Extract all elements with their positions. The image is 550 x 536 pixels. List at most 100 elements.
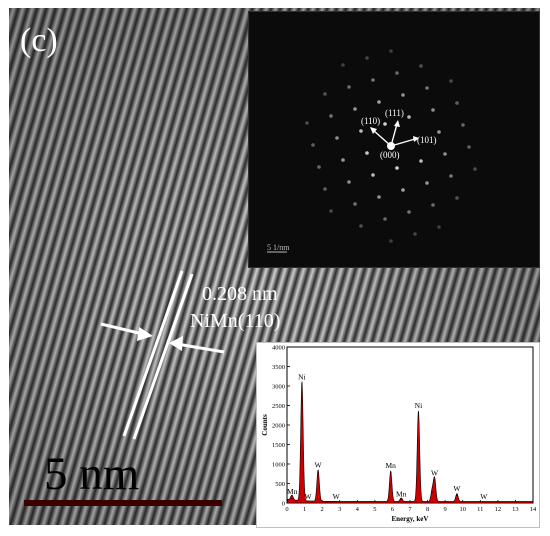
- diffraction-spot: [413, 232, 417, 236]
- plot-frame: [286, 346, 534, 504]
- diffraction-spot: [317, 165, 321, 169]
- diffraction-spot: [311, 143, 315, 147]
- diffraction-spot: [377, 100, 381, 104]
- y-tick-label: 3500: [272, 364, 285, 371]
- diffraction-spot: [407, 210, 411, 214]
- d-spacing-label: 0.208 nm: [202, 283, 278, 305]
- x-tick-label: 7: [408, 506, 412, 513]
- diffraction-spot: [401, 93, 405, 97]
- diffraction-spot: [365, 151, 369, 155]
- peak-label: Ni: [298, 372, 306, 381]
- x-tick-label: 6: [391, 506, 395, 513]
- x-tick-label: 3: [338, 506, 341, 513]
- x-tick-label: 5: [373, 506, 376, 513]
- diffraction-pattern: (111) (110) (101) (000) 5 1/nm: [249, 12, 539, 267]
- peak-point: [417, 411, 420, 414]
- diffraction-spot: [347, 180, 351, 184]
- x-axis-label: Energy, keV: [392, 515, 429, 523]
- diffraction-spot: [359, 129, 363, 133]
- saed-inset: (111) (110) (101) (000) 5 1/nm: [248, 11, 540, 268]
- peak-point: [301, 383, 303, 385]
- peak-point: [456, 494, 458, 496]
- diffraction-spot: [395, 166, 399, 170]
- scale-bar: [24, 500, 222, 506]
- peak-point: [291, 497, 293, 499]
- diffraction-spot: [365, 56, 369, 60]
- peak-label: W: [431, 469, 439, 478]
- diffraction-spot: [329, 114, 333, 118]
- diffraction-spot: [335, 136, 339, 140]
- measurement-arrows: [100, 322, 225, 354]
- y-tick-label: 3000: [272, 384, 285, 391]
- diffraction-spot: [389, 239, 393, 243]
- diffraction-spot: [329, 209, 333, 213]
- diffraction-spot: [383, 217, 387, 221]
- peak-point: [390, 471, 392, 474]
- x-tick-label: 8: [426, 506, 429, 513]
- x-tick-label: 1: [303, 506, 306, 513]
- eds-spectrum: 0 500 1000 1500 2000 2500 3000 3500 4000 0 1 2 3 4 5 6 7…: [256, 342, 540, 528]
- diffraction-spot: [455, 196, 459, 200]
- diffraction-spot: [389, 49, 393, 53]
- diffraction-spot: [461, 123, 465, 127]
- diffraction-spot: [353, 202, 357, 206]
- diffraction-spot: [431, 203, 435, 207]
- peak-label: Mn: [385, 461, 396, 470]
- diffraction-spot: [353, 107, 357, 111]
- y-tick-label: 2000: [272, 423, 285, 430]
- diffraction-spot: [341, 158, 345, 162]
- y-tick-label: 500: [275, 481, 285, 488]
- peak-point: [431, 491, 433, 493]
- peak-label: W: [480, 492, 488, 501]
- peak-label: W: [333, 492, 341, 501]
- diffraction-spot: [359, 224, 363, 228]
- diffraction-spot: [467, 145, 471, 149]
- x-tick-label: 13: [512, 506, 519, 513]
- y-axis-label: Counts: [261, 414, 269, 436]
- peak-label: W: [453, 484, 461, 493]
- x-tick-label: 4: [356, 506, 360, 513]
- index-111: (111): [385, 108, 404, 118]
- diffraction-vectors: [370, 120, 419, 147]
- diffraction-spot: [425, 181, 429, 185]
- d-spacing-marker: [122, 270, 194, 440]
- peak-label: Ni: [415, 401, 423, 410]
- index-110: (110): [361, 116, 380, 126]
- diffraction-spot: [419, 64, 423, 68]
- y-tick-label: 4000: [272, 345, 285, 352]
- x-tick-label: 9: [444, 506, 447, 513]
- index-101: (101): [417, 135, 437, 145]
- plane-label: NiMn(110): [190, 310, 281, 332]
- diffraction-spot: [401, 188, 405, 192]
- diffraction-spot: [305, 121, 309, 125]
- diffraction-spot: [407, 115, 411, 119]
- diffraction-spot: [449, 174, 453, 178]
- diffraction-spot: [383, 122, 387, 126]
- diffraction-spot: [371, 173, 375, 177]
- diffraction-spot: [371, 78, 375, 82]
- diffraction-spot: [395, 71, 399, 75]
- peak-label: W: [305, 492, 313, 501]
- panel-label: (c): [20, 22, 58, 59]
- diffraction-spot: [323, 92, 327, 96]
- diffraction-spot: [437, 130, 441, 134]
- y-tick-label: 2500: [272, 403, 285, 410]
- diffraction-spot: [341, 63, 345, 67]
- diffraction-spot: [443, 152, 447, 156]
- peak-label: W: [315, 460, 323, 469]
- x-tick-label: 10: [459, 506, 466, 513]
- y-tick-label: 1000: [272, 462, 285, 469]
- x-tick-label: 12: [495, 506, 502, 513]
- diffraction-spot: [347, 85, 351, 89]
- scale-bar-label: 5 nm: [44, 448, 140, 500]
- y-tick-label: 0: [282, 501, 285, 508]
- diffraction-spot: [473, 167, 477, 171]
- y-tick-label: 1500: [272, 442, 285, 449]
- diffraction-spot: [425, 86, 429, 90]
- x-tick-label: 2: [321, 506, 324, 513]
- diffraction-spot: [419, 159, 423, 163]
- diffraction-spot: [323, 187, 327, 191]
- peak-point: [317, 471, 319, 473]
